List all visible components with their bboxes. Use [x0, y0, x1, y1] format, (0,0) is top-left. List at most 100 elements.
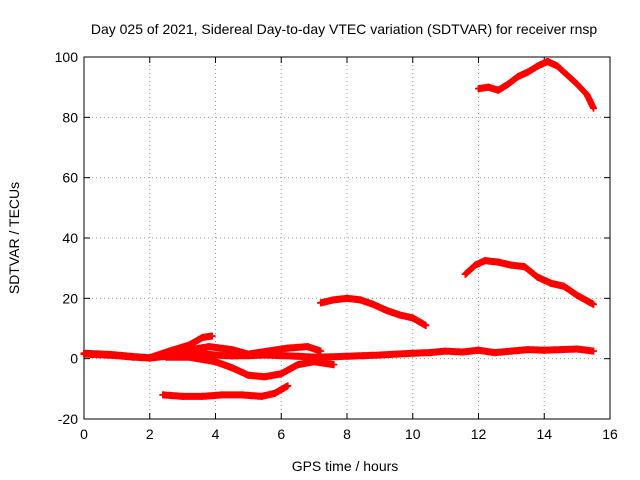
- x-tick-label: 4: [212, 426, 220, 442]
- x-tick-label: 0: [80, 426, 88, 442]
- data-point: [106, 350, 114, 358]
- data-point: [284, 344, 292, 352]
- data-point: [583, 91, 591, 99]
- y-tick-label: 20: [62, 290, 78, 306]
- data-point: [409, 314, 417, 322]
- data-point: [563, 71, 571, 79]
- data-point: [146, 354, 154, 362]
- y-tick-label: -20: [58, 411, 78, 427]
- data-point: [590, 347, 598, 355]
- data-point: [179, 392, 187, 400]
- data-point: [369, 300, 377, 308]
- data-point: [238, 391, 246, 399]
- data-point: [317, 299, 325, 307]
- data-point: [179, 347, 187, 355]
- y-axis-label: SDTVAR / TECUs: [6, 182, 22, 294]
- data-point: [356, 296, 364, 304]
- data-point: [327, 353, 335, 361]
- data-point: [277, 370, 285, 378]
- data-point: [557, 346, 565, 354]
- data-point: [507, 261, 515, 269]
- data-point: [330, 361, 338, 369]
- data-point: [198, 334, 206, 342]
- data-point: [573, 345, 581, 353]
- data-point: [376, 351, 384, 359]
- data-point: [185, 353, 193, 361]
- data-point: [573, 80, 581, 88]
- data-point: [80, 349, 88, 357]
- data-point: [494, 258, 502, 266]
- data-point: [422, 321, 430, 329]
- data-point: [310, 358, 318, 366]
- data-point: [544, 58, 552, 66]
- data-series-6: [317, 294, 430, 329]
- data-point: [159, 391, 167, 399]
- data-point: [471, 261, 479, 269]
- y-tick-label: 60: [62, 170, 78, 186]
- data-point: [228, 364, 236, 372]
- data-point: [212, 351, 219, 359]
- data-point: [494, 86, 502, 94]
- y-tick-label: 40: [62, 230, 78, 246]
- data-point: [294, 352, 302, 360]
- data-point: [547, 279, 555, 287]
- data-point: [481, 257, 489, 265]
- x-tick-label: 8: [343, 426, 351, 442]
- data-point: [162, 353, 170, 361]
- x-tick-label: 12: [471, 426, 487, 442]
- data-point: [294, 361, 302, 369]
- data-point: [409, 349, 417, 357]
- data-point: [507, 347, 515, 355]
- data-point: [212, 358, 219, 366]
- data-point: [218, 391, 226, 399]
- data-point: [524, 68, 532, 76]
- data-point: [258, 392, 266, 400]
- data-point: [271, 389, 279, 397]
- data-point: [244, 371, 252, 379]
- data-series-8: [475, 58, 598, 112]
- data-point: [277, 352, 285, 360]
- x-tick-label: 6: [277, 426, 285, 442]
- y-tick-label: 100: [55, 49, 79, 65]
- data-point: [208, 332, 216, 340]
- data-point: [461, 270, 469, 278]
- data-point: [330, 296, 338, 304]
- y-tick-label: 0: [70, 351, 78, 367]
- data-point: [205, 343, 213, 351]
- data-series-7: [461, 257, 598, 308]
- data-point: [540, 346, 548, 354]
- data-point: [284, 382, 292, 390]
- data-point: [521, 263, 529, 271]
- data-point: [475, 85, 482, 93]
- data-point: [425, 349, 433, 357]
- data-point: [484, 83, 492, 91]
- data-point: [504, 80, 512, 88]
- data-series-3: [156, 343, 325, 360]
- data-point: [382, 306, 390, 314]
- x-tick-label: 2: [146, 426, 154, 442]
- data-point: [264, 347, 272, 355]
- data-point: [133, 353, 141, 361]
- data-point: [261, 373, 269, 381]
- data-point: [458, 348, 466, 356]
- data-point: [573, 291, 581, 299]
- data-point: [244, 350, 252, 358]
- data-point: [590, 300, 598, 308]
- data-point: [590, 104, 598, 112]
- grid: [84, 57, 610, 419]
- data-point: [359, 352, 367, 360]
- data-point: [491, 349, 499, 357]
- data-point: [553, 62, 561, 70]
- data-point: [317, 347, 325, 355]
- data-point: [534, 273, 542, 281]
- data-series-4: [162, 353, 338, 381]
- data-point: [475, 346, 482, 354]
- x-tick-label: 10: [405, 426, 421, 442]
- data-point: [343, 352, 351, 360]
- data-point: [156, 352, 164, 360]
- data-point: [534, 62, 542, 70]
- x-axis-label: GPS time / hours: [292, 458, 399, 474]
